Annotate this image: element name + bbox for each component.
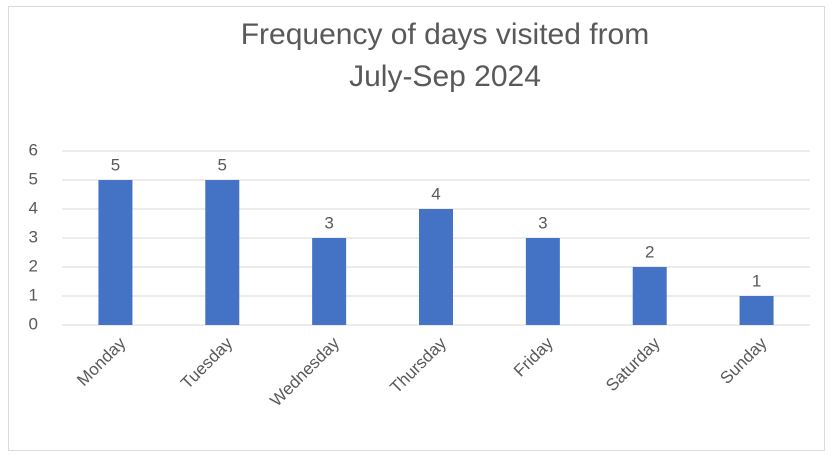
bar	[419, 209, 453, 325]
data-label: 5	[111, 155, 120, 174]
y-tick-label: 4	[29, 198, 38, 217]
bar	[632, 267, 667, 325]
data-label: 5	[218, 155, 227, 174]
bar	[98, 180, 133, 325]
y-tick-label: 3	[29, 227, 38, 246]
data-label: 4	[431, 184, 440, 203]
bar	[525, 238, 560, 325]
y-tick-label: 6	[29, 140, 38, 159]
y-tick-label: 0	[29, 314, 38, 333]
data-label: 2	[645, 242, 654, 261]
y-tick-label: 5	[29, 169, 38, 188]
bar	[312, 238, 347, 325]
chart-title: Frequency of days visited from July-Sep …	[240, 18, 650, 93]
y-tick-label: 2	[29, 256, 38, 275]
data-label: 1	[752, 271, 761, 290]
data-label: 3	[324, 213, 333, 232]
chart-border	[8, 6, 825, 451]
bar	[739, 296, 774, 325]
y-tick-label: 1	[29, 285, 38, 304]
bar	[205, 180, 240, 325]
data-label: 3	[538, 213, 547, 232]
